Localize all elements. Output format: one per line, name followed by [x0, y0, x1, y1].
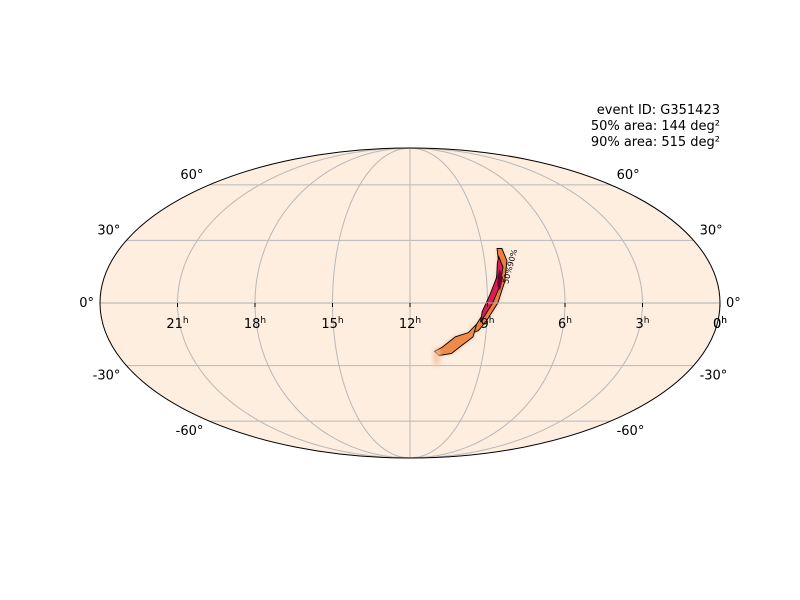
dec-label-left: -60° [176, 424, 204, 439]
faint-lobe [432, 348, 441, 367]
ra-tick-unit: h [644, 316, 650, 326]
ra-tick-unit: h [566, 316, 572, 326]
dec-label-right: 30° [700, 223, 723, 238]
area-50-label: 50% area: 144 deg² [590, 119, 720, 134]
dec-label-left: -30° [93, 369, 121, 384]
event-id-label: event ID: G351423 [596, 103, 720, 118]
probability-heatmap [432, 248, 508, 367]
ra-tick-unit: h [415, 316, 421, 326]
dec-label-right: -30° [700, 369, 728, 384]
dec-label-right: 0° [726, 296, 741, 311]
dec-label-right: -60° [617, 424, 645, 439]
probability-peak [497, 269, 504, 291]
area-90-label: 90% area: 515 deg² [590, 135, 720, 150]
dec-label-left: 30° [97, 223, 120, 238]
ra-tick-unit: h [183, 316, 189, 326]
dec-label-left: 0° [79, 296, 94, 311]
ra-tick-unit: h [338, 316, 344, 326]
dec-label-right: 60° [617, 168, 640, 183]
ra-tick-unit: h [489, 316, 495, 326]
ra-tick-unit: h [721, 316, 727, 326]
dec-label-left: 60° [180, 168, 203, 183]
ra-tick-unit: h [260, 316, 266, 326]
ra-tick-unit: h [721, 316, 727, 326]
ra-tick-label: 0h [713, 316, 727, 332]
